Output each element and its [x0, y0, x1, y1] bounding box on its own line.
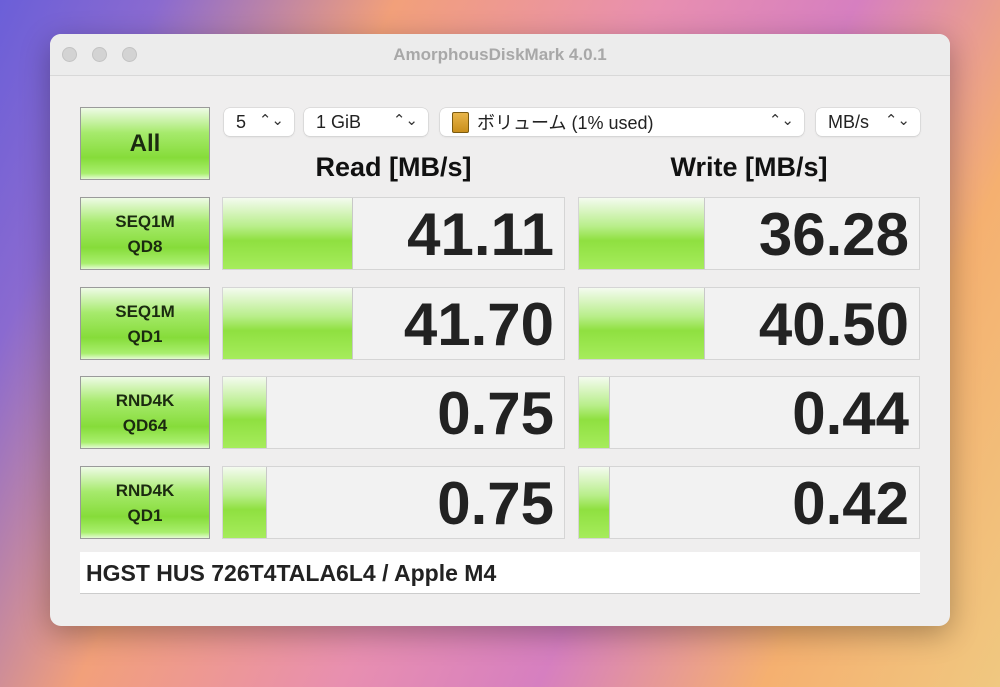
test-button[interactable]: SEQ1M QD8 [80, 197, 210, 270]
read-bar [223, 377, 268, 448]
test-label-queue: QD64 [122, 415, 168, 435]
count-select[interactable]: 5 ⌃⌄ [224, 108, 294, 136]
read-value: 0.75 [437, 380, 554, 447]
title-bar: AmorphousDiskMark 4.0.1 [50, 34, 950, 76]
size-value: 1 GiB [316, 111, 362, 132]
write-result: 40.50 [578, 287, 920, 360]
chevron-up-down-icon: ⌃⌄ [768, 112, 794, 129]
volume-select[interactable]: ボリューム (1% used) ⌃⌄ [440, 108, 804, 136]
write-value: 36.28 [758, 201, 909, 268]
volume-value: ボリューム (1% used) [477, 113, 654, 133]
read-result: 41.11 [222, 197, 565, 270]
read-result: 0.75 [222, 466, 565, 539]
test-label-queue: QD1 [127, 326, 163, 346]
test-label-type: SEQ1M [115, 301, 175, 321]
app-window: AmorphousDiskMark 4.0.1 All 5 ⌃⌄ 1 GiB ⌃⌄ … [50, 34, 950, 626]
count-value: 5 [236, 111, 247, 132]
test-label-queue: QD1 [127, 505, 163, 525]
write-result: 36.28 [578, 197, 920, 270]
disk-icon [452, 111, 469, 133]
test-button[interactable]: SEQ1M QD1 [80, 287, 210, 360]
test-label-type: SEQ1M [115, 211, 175, 231]
read-value: 41.11 [407, 201, 554, 268]
write-header: Write [MB/s] [670, 152, 828, 182]
test-label-type: RND4K [115, 390, 175, 410]
test-label-queue: QD8 [127, 236, 163, 256]
chevron-up-down-icon: ⌃⌄ [258, 112, 284, 129]
read-result: 41.70 [222, 287, 565, 360]
test-button[interactable]: RND4K QD1 [80, 466, 210, 539]
write-value: 40.50 [758, 291, 909, 358]
unit-value: MB/s [828, 111, 870, 132]
read-value: 41.70 [403, 291, 554, 358]
chevron-up-down-icon: ⌃⌄ [392, 112, 418, 129]
write-bar [579, 377, 610, 448]
test-label-type: RND4K [115, 480, 175, 500]
read-result: 0.75 [222, 376, 565, 449]
write-bar [579, 198, 705, 269]
write-value: 0.42 [792, 470, 909, 537]
close-button[interactable] [62, 47, 77, 62]
read-bar [223, 467, 268, 538]
chevron-up-down-icon: ⌃⌄ [884, 112, 910, 129]
comment-field[interactable]: HGST HUS 726T4TALA6L4 / Apple M4 [80, 552, 920, 594]
test-button[interactable]: RND4K QD64 [80, 376, 210, 449]
write-result: 0.42 [578, 466, 920, 539]
write-bar [579, 467, 610, 538]
write-bar [579, 288, 705, 359]
size-select[interactable]: 1 GiB ⌃⌄ [304, 108, 428, 136]
read-bar [223, 198, 353, 269]
zoom-button[interactable] [122, 47, 137, 62]
read-header: Read [MB/s] [315, 152, 472, 182]
read-bar [223, 288, 353, 359]
all-button[interactable]: All [80, 107, 210, 180]
unit-select[interactable]: MB/s ⌃⌄ [816, 108, 920, 136]
minimize-button[interactable] [92, 47, 107, 62]
read-value: 0.75 [437, 470, 554, 537]
write-result: 0.44 [578, 376, 920, 449]
write-value: 0.44 [792, 380, 909, 447]
window-title: AmorphousDiskMark 4.0.1 [393, 45, 607, 64]
